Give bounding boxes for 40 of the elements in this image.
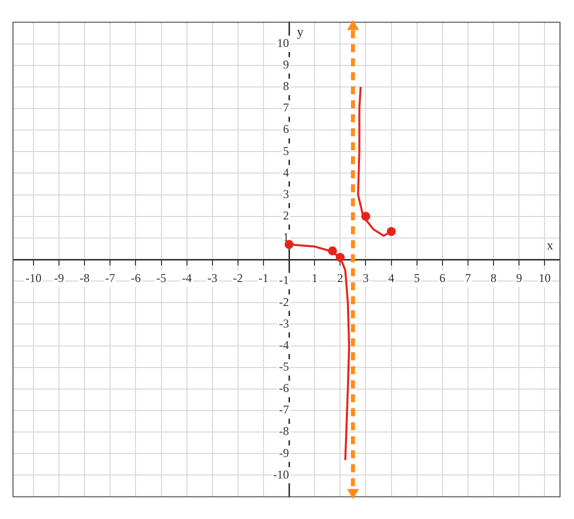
x-axis-title: x	[546, 238, 554, 252]
x-tick-label: -10	[25, 270, 42, 285]
y-tick-label: -5	[279, 360, 290, 374]
x-tick-label: 7	[464, 270, 471, 285]
x-tick-label: -1	[258, 270, 268, 285]
x-tick-label: -5	[156, 270, 166, 285]
y-tick-label: -6	[279, 381, 290, 396]
x-tick-label: 9	[516, 270, 522, 285]
y-tick-label: 4	[283, 165, 290, 180]
x-tick-label: -8	[80, 270, 90, 285]
y-tick-label: 10	[277, 36, 290, 50]
y-tick-label: 6	[283, 122, 290, 136]
y-tick-label: -2	[279, 294, 290, 309]
x-tick-label: 1	[312, 270, 318, 285]
y-tick-label: 7	[283, 100, 290, 115]
y-axis-title: y	[297, 24, 304, 40]
x-tick-label: -7	[105, 270, 116, 285]
x-tick-label: -9	[54, 270, 64, 285]
y-tick-label: 2	[283, 208, 290, 223]
y-tick-label: -4	[279, 338, 290, 352]
y-tick-label: 5	[283, 144, 290, 158]
x-tick-label: 6	[439, 270, 446, 285]
x-tick-label: -2	[232, 270, 243, 285]
y-tick-label: 3	[283, 186, 290, 201]
x-tick-label: 4	[388, 270, 394, 285]
y-tick-label: -10	[273, 467, 290, 482]
y-tick-label: 8	[283, 79, 290, 94]
x-tick-label: -4	[182, 270, 192, 285]
x-tick-label: 10	[538, 270, 551, 285]
y-tick-label: -3	[279, 316, 290, 330]
x-tick-label: 2	[337, 270, 344, 285]
y-tick-label: 9	[283, 58, 290, 72]
x-tick-label: 8	[490, 270, 497, 285]
y-tick-label: -9	[279, 446, 290, 460]
x-tick-label: -6	[130, 270, 141, 285]
y-tick-label: -7	[279, 402, 290, 417]
x-tick-label: 3	[362, 270, 369, 285]
x-tick-label: 5	[414, 270, 420, 285]
x-tick-label: -3	[207, 270, 218, 285]
y-tick-label: -8	[279, 424, 290, 438]
